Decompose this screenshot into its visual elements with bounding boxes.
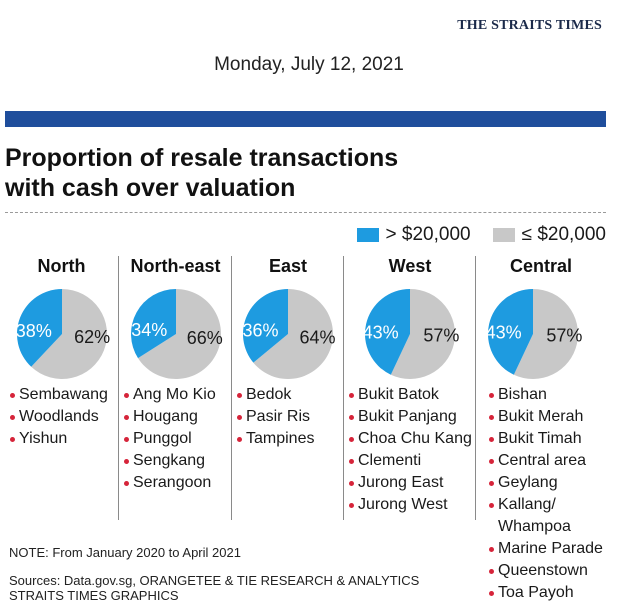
area-item: Queenstown (488, 560, 606, 582)
area-item: Bukit Panjang (348, 406, 476, 428)
region-title: West (388, 256, 432, 276)
pie-label-over: 43% (486, 322, 522, 342)
legend-label-under: ≤ $20,000 (521, 224, 606, 245)
area-list: Ang Mo Kio Hougang Punggol Sengkang Serangoo… (123, 384, 232, 494)
pie-label-over: 36% (242, 321, 278, 341)
area-item: Tampines (236, 428, 344, 450)
area-item: Bedok (236, 384, 344, 406)
pie-label-under: 66% (186, 328, 222, 348)
region-column-north-east: North-east 34% 66% Ang Mo Kio Hougang Punggol… (118, 256, 232, 520)
pie-slice-under-20000 (253, 289, 333, 379)
region-title: North-east (130, 256, 221, 276)
area-item: Pasir Ris (236, 406, 344, 428)
area-item: Choa Chu Kang (348, 428, 476, 450)
area-item: Kallang/ Whampoa (488, 494, 606, 538)
region-columns: North 38% 62% Sembawang Woodlands Yishun North… (5, 256, 606, 601)
area-item: Punggol (123, 428, 232, 450)
area-item: Marine Parade (488, 538, 606, 560)
area-item: Geylang (488, 472, 606, 494)
pie-label-under: 57% (546, 326, 582, 346)
area-list: Sembawang Woodlands Yishun (9, 384, 118, 450)
area-item: Jurong West (348, 494, 476, 516)
area-item: Ang Mo Kio (123, 384, 232, 406)
pie-slice-over-20000 (243, 289, 288, 363)
area-item: Toa Payoh (488, 582, 606, 604)
area-list: Bishan Bukit Merah Bukit Timah Central area… (488, 384, 606, 604)
chart-headline: Proportion of resale transactions with c… (5, 143, 605, 203)
area-item: Sembawang (9, 384, 118, 406)
area-item: Sengkang (123, 450, 232, 472)
area-item: Bukit Timah (488, 428, 606, 450)
dashed-divider (5, 212, 606, 213)
pie-slice-over-20000 (365, 289, 410, 375)
sources-line-2: STRAITS TIMES GRAPHICS (9, 588, 179, 603)
region-title: East (268, 256, 308, 276)
legend-item-over: > $20,000 (356, 224, 471, 246)
area-item: Serangoon (123, 472, 232, 494)
pie-chart: 43% 57% (363, 289, 459, 379)
legend-label-over: > $20,000 (385, 224, 471, 245)
region-column-east: East 36% 64% Bedok Pasir Ris Tampines (231, 256, 344, 520)
pie-chart: 43% 57% (486, 289, 582, 379)
pie-label-over: 34% (131, 320, 167, 340)
pie-slice-over-20000 (130, 289, 176, 359)
area-item: Central area (488, 450, 606, 472)
pie-slice-under-20000 (513, 289, 578, 379)
accent-bar (5, 111, 606, 127)
area-item: Clementi (348, 450, 476, 472)
area-item: Jurong East (348, 472, 476, 494)
headline-line-2: with cash over valuation (5, 174, 296, 202)
region-column-central: Central 43% 57% Bishan Bukit Merah Bukit Tima… (475, 256, 606, 601)
masthead-logo: THE STRAITS TIMES (457, 18, 602, 33)
footnote: NOTE: From January 2020 to April 2021 (9, 545, 241, 560)
pie-label-over: 43% (363, 322, 399, 342)
sources-line-1: Sources: Data.gov.sg, ORANGETEE & TIE RE… (9, 573, 420, 588)
sources: Sources: Data.gov.sg, ORANGETEE & TIE RE… (9, 573, 419, 603)
pie-chart: 38% 62% (15, 289, 110, 379)
pie-slice-over-20000 (16, 289, 62, 367)
area-item: Bukit Merah (488, 406, 606, 428)
pie-slice-under-20000 (30, 289, 107, 379)
pie-slice-under-20000 (137, 289, 221, 379)
legend-item-under: ≤ $20,000 (492, 224, 606, 246)
pie-chart: 34% 66% (130, 289, 222, 379)
region-title: North (37, 256, 86, 276)
pie-slice-under-20000 (390, 289, 455, 379)
chart-legend: > $20,000 ≤ $20,000 (343, 223, 606, 247)
pie-label-under: 57% (423, 326, 459, 346)
area-list: Bukit Batok Bukit Panjang Choa Chu Kang Cle… (348, 384, 476, 516)
legend-swatch-over (356, 228, 379, 242)
area-item: Hougang (123, 406, 232, 428)
pie-slice-over-20000 (488, 289, 533, 375)
pie-label-over: 38% (15, 321, 51, 341)
area-list: Bedok Pasir Ris Tampines (236, 384, 344, 450)
headline-line-1: Proportion of resale transactions (5, 144, 399, 172)
area-item: Woodlands (9, 406, 118, 428)
publication-date: Monday, July 12, 2021 (214, 54, 404, 75)
region-title: Central (509, 256, 572, 276)
pie-label-under: 64% (300, 327, 336, 347)
area-item: Yishun (9, 428, 118, 450)
area-item: Bukit Batok (348, 384, 476, 406)
legend-swatch-under (492, 228, 515, 242)
area-item: Bishan (488, 384, 606, 406)
region-column-west: West 43% 57% Bukit Batok Bukit Panjang Choa C… (343, 256, 476, 520)
pie-chart: 36% 64% (242, 289, 336, 379)
pie-label-under: 62% (74, 327, 110, 347)
region-column-north: North 38% 62% Sembawang Woodlands Yishun (5, 256, 118, 520)
